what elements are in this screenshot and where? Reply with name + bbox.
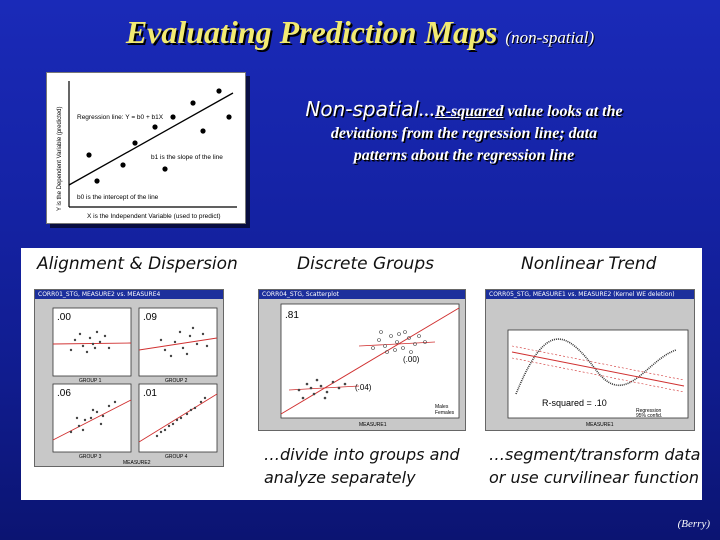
group4-label: GROUP 4 <box>165 454 188 460</box>
group1-label: GROUP 1 <box>79 378 102 384</box>
discrete-window-title: CORR04_STG, Scatterplot <box>259 290 465 299</box>
r2-group4: .01 <box>143 388 157 399</box>
nonlinear-caption: …segment/transform data or use curviline… <box>489 443 700 489</box>
description-ellipsis: … <box>419 103 436 120</box>
data-point <box>200 128 206 134</box>
y-axis-label: Y is the Dependent Variable (predicted) <box>57 106 63 211</box>
group2-label: GROUP 2 <box>165 378 188 384</box>
discrete-legend-males: Males <box>435 404 449 410</box>
discrete-window: CORR04_STG, Scatterplot .81 (.00) (.04) … <box>258 289 466 431</box>
data-points <box>86 88 232 184</box>
discrete-legend-females: Females <box>435 410 455 416</box>
heading-nonlinear: Nonlinear Trend <box>521 254 657 274</box>
alignment-axis-label: MEASURE2 <box>123 460 151 466</box>
discrete-axis-label: MEASURE1 <box>359 422 387 428</box>
nonlinear-axis-label: MEASURE1 <box>586 422 614 428</box>
discrete-r2-lower: (.04) <box>355 383 372 392</box>
description-line1: value looks at the <box>503 103 623 120</box>
description-line2: deviations from the regression line; dat… <box>330 125 598 142</box>
data-point <box>216 88 222 94</box>
discrete-r2-upper: (.00) <box>403 355 420 364</box>
discrete-r2-all: .81 <box>285 310 299 321</box>
nonlinear-legend-regression: Regression <box>636 408 662 414</box>
alignment-window-title: CORR01_STG, MEASURE2 vs. MEASURE4 <box>35 290 223 299</box>
r2-group1: .00 <box>57 312 71 323</box>
description-rsq: R-squared <box>435 103 504 120</box>
r2-group3: .06 <box>57 388 71 399</box>
nonlinear-window: CORR05_STG, MEASURE1 vs. MEASURE2 (Kerne… <box>485 289 695 431</box>
alignment-scatter-grid: .00 .09 .06 .01 GROUP 1 GROUP 2 GROUP 3 … <box>52 307 218 466</box>
data-point <box>86 152 92 158</box>
description: Non-spatial…R-squared value looks at the… <box>262 98 666 167</box>
slide-title-main: Evaluating Prediction Maps <box>125 14 498 50</box>
nonlinear-legend-confid: 95% confid. <box>636 413 662 419</box>
slide-title-sub: (non-spatial) <box>505 28 595 47</box>
regression-line <box>68 92 234 186</box>
discrete-scatter: .81 (.00) (.04) Males Females MEASURE1 <box>280 303 460 428</box>
r2-group2: .09 <box>143 312 157 323</box>
data-point <box>94 178 100 184</box>
intercept-label: b0 is the intercept of the line <box>77 194 159 201</box>
data-point <box>120 162 126 168</box>
regline-label: Regression line: Y = b0 + b1X <box>77 114 164 121</box>
data-point <box>132 140 138 146</box>
regression-figure: Regression line: Y = b0 + b1X b1 is the … <box>46 72 246 224</box>
heading-alignment: Alignment & Dispersion <box>37 254 238 274</box>
data-point <box>190 100 196 106</box>
data-point <box>152 124 158 130</box>
slope-label: b1 is the slope of the line <box>151 154 223 161</box>
alignment-window: CORR01_STG, MEASURE2 vs. MEASURE4 <box>34 289 224 467</box>
description-lead: Non-spatial <box>305 97 420 121</box>
nonlinear-caption-line1: …segment/transform data <box>489 445 701 464</box>
data-point <box>226 114 232 120</box>
data-point <box>162 166 168 172</box>
description-line3: patterns about the regression line <box>353 147 575 164</box>
discrete-caption: …divide into groups and analyze separate… <box>264 443 460 489</box>
regression-diagram: Regression line: Y = b0 + b1X b1 is the … <box>57 81 237 220</box>
examples-panel: Alignment & Dispersion Discrete Groups N… <box>21 248 702 500</box>
x-axis-label: X is the Independent Variable (used to p… <box>87 213 221 220</box>
discrete-caption-line2: analyze separately <box>264 468 416 487</box>
nonlinear-plot: R-squared = .10 Regression 95% confid. M… <box>507 329 689 428</box>
credit: (Berry) <box>677 518 710 530</box>
data-point <box>170 114 176 120</box>
slide-title: Evaluating Prediction Maps (non-spatial) <box>0 14 720 51</box>
nonlinear-caption-line2: or use curvilinear function <box>489 468 699 487</box>
discrete-caption-line1: …divide into groups and <box>264 445 460 464</box>
nonlinear-window-title: CORR05_STG, MEASURE1 vs. MEASURE2 (Kerne… <box>486 290 694 299</box>
group3-label: GROUP 3 <box>79 454 102 460</box>
heading-discrete: Discrete Groups <box>297 254 434 274</box>
nonlinear-r2: R-squared = .10 <box>542 398 607 408</box>
